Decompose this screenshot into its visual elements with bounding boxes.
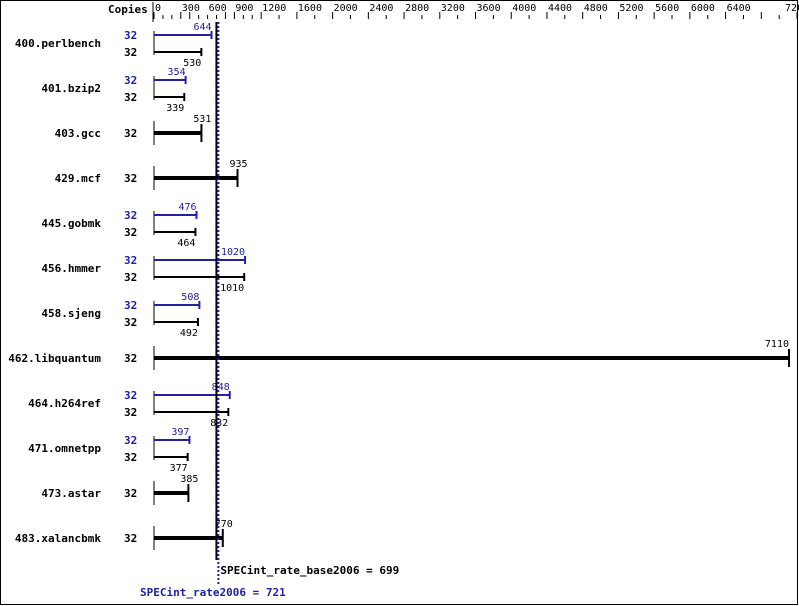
peak-value-label: 397 [171, 427, 189, 438]
peak-reference-label: SPECint_rate2006 = 721 [140, 586, 286, 599]
category-label: 445.gobmk [41, 217, 101, 230]
base-value-label: 1010 [220, 283, 244, 294]
tick-label: 7200 [785, 3, 799, 14]
base-copies: 32 [124, 352, 137, 365]
tick-label: 1200 [262, 3, 286, 14]
category-label: 462.libquantum [8, 352, 101, 365]
tick-label: 6400 [727, 3, 751, 14]
tick-label: 4000 [512, 3, 536, 14]
category-label: 458.sjeng [41, 307, 101, 320]
peak-copies: 32 [124, 74, 137, 87]
tick-label: 600 [209, 3, 227, 14]
category-label: 464.h264ref [28, 397, 101, 410]
base-value-label: 935 [229, 159, 247, 170]
peak-value-label: 508 [181, 292, 199, 303]
base-copies: 32 [124, 451, 137, 464]
tick-label: 5200 [619, 3, 643, 14]
base-copies: 32 [124, 46, 137, 59]
base-copies: 32 [124, 226, 137, 239]
category-label: 483.xalancbmk [15, 532, 101, 545]
base-value-label: 464 [177, 238, 195, 249]
axis-title: Copies [108, 3, 148, 16]
peak-copies: 32 [124, 389, 137, 402]
tick-label: 1600 [298, 3, 322, 14]
tick-label: 3200 [441, 3, 465, 14]
tick-label: 3600 [477, 3, 501, 14]
base-value-label: 530 [183, 58, 201, 69]
tick-label: 2400 [369, 3, 393, 14]
tick-label: 900 [235, 3, 253, 14]
base-value-label: 770 [215, 519, 233, 530]
peak-copies: 32 [124, 29, 137, 42]
tick-label: 2800 [405, 3, 429, 14]
base-copies: 32 [124, 172, 137, 185]
tick-label: 5600 [655, 3, 679, 14]
tick-label: 4800 [584, 3, 608, 14]
peak-value-label: 354 [168, 67, 186, 78]
base-value-label: 377 [170, 463, 188, 474]
category-label: 471.omnetpp [28, 442, 101, 455]
base-value-label: 492 [180, 328, 198, 339]
base-copies: 32 [124, 316, 137, 329]
category-label: 400.perlbench [15, 37, 101, 50]
base-copies: 32 [124, 91, 137, 104]
peak-value-label: 476 [178, 202, 196, 213]
peak-value-label: 1020 [221, 247, 245, 258]
category-label: 456.hmmer [41, 262, 101, 275]
tick-label: 0 [155, 3, 161, 14]
peak-copies: 32 [124, 434, 137, 447]
base-value-label: 339 [166, 103, 184, 114]
base-value-label: 7110 [765, 339, 789, 350]
peak-copies: 32 [124, 299, 137, 312]
peak-value-label: 848 [212, 382, 230, 393]
peak-value-label: 644 [193, 22, 211, 33]
tick-label: 300 [182, 3, 200, 14]
base-reference-label: SPECint_rate_base2006 = 699 [220, 564, 399, 577]
tick-label: 2000 [334, 3, 358, 14]
category-label: 473.astar [41, 487, 101, 500]
category-label: 429.mcf [55, 172, 101, 185]
base-copies: 32 [124, 487, 137, 500]
base-copies: 32 [124, 406, 137, 419]
category-label: 401.bzip2 [41, 82, 101, 95]
tick-label: 4400 [548, 3, 572, 14]
base-copies: 32 [124, 127, 137, 140]
category-label: 403.gcc [55, 127, 101, 140]
base-copies: 32 [124, 532, 137, 545]
peak-copies: 32 [124, 254, 137, 267]
peak-copies: 32 [124, 209, 137, 222]
tick-label: 6000 [691, 3, 715, 14]
base-value-label: 385 [180, 474, 198, 485]
base-copies: 32 [124, 271, 137, 284]
base-value-label: 531 [193, 114, 211, 125]
